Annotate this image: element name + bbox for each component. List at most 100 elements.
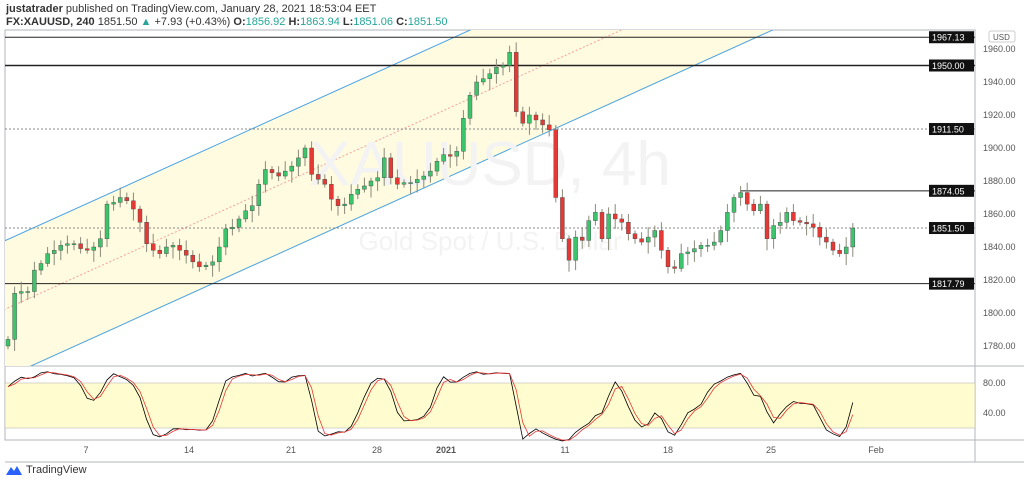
candle-body (811, 223, 816, 228)
candle (302, 144, 308, 167)
candle-body (5, 339, 11, 347)
candle-body (223, 228, 229, 248)
candle-body (646, 236, 651, 243)
candle (150, 233, 156, 257)
candle (349, 184, 354, 211)
candle-body (243, 210, 248, 220)
candle-body (698, 245, 704, 249)
candle-body (837, 250, 842, 254)
time-tick-label: 28 (372, 445, 382, 455)
candle (652, 225, 657, 247)
publisher-name[interactable]: justatrader (6, 3, 63, 15)
candle (170, 242, 176, 259)
candle (388, 152, 393, 185)
candle-body (395, 177, 400, 185)
candle-body (12, 293, 17, 340)
candle-body (355, 189, 360, 195)
candle-body (144, 222, 149, 244)
candle-body (692, 248, 697, 253)
tradingview-logo[interactable]: TradingView (6, 464, 87, 476)
candle-body (718, 230, 723, 243)
candle (745, 182, 750, 211)
time-tick-label: 2021 (436, 445, 456, 455)
candle-body (91, 246, 97, 251)
price-tick-label: 1940.00 (983, 77, 1016, 87)
stochastic-band (4, 382, 976, 429)
candle-body (844, 246, 849, 254)
candle-body (342, 203, 347, 206)
candle (296, 149, 301, 177)
symbol-label[interactable]: FX:XAUUSD, 240 (6, 16, 95, 28)
candle (659, 222, 664, 259)
candle-body (52, 250, 57, 254)
candle (467, 91, 473, 125)
candle (58, 240, 63, 261)
candle (124, 192, 130, 205)
candle (98, 230, 103, 257)
candle (144, 215, 149, 252)
price-label: 1967.13 (932, 33, 965, 43)
candle (230, 218, 235, 236)
candle (771, 218, 776, 249)
candle (778, 212, 783, 234)
candle-body (560, 197, 565, 239)
candle (731, 194, 737, 223)
candle-body (830, 241, 836, 251)
candle (837, 243, 842, 257)
candle (131, 192, 136, 221)
time-tick-label: 14 (184, 445, 194, 455)
candle-body (685, 251, 690, 254)
candle-body (507, 52, 512, 66)
candle-body (415, 179, 420, 183)
candle-body (137, 208, 143, 223)
candle-body (203, 264, 209, 267)
candle (223, 223, 229, 256)
candle-body (230, 226, 235, 230)
candle (725, 204, 730, 243)
open-label: O: (233, 16, 246, 28)
high-value: 1863.94 (300, 16, 340, 28)
watermark-symbol: XAUUSD, 4h (309, 130, 671, 199)
candle-body (58, 245, 63, 251)
candle-body (619, 218, 624, 223)
candle-body (124, 197, 130, 201)
brand-name: TradingView (26, 464, 87, 476)
candle-body (316, 174, 321, 180)
candle (487, 68, 492, 91)
price-tick-label: 1920.00 (983, 110, 1016, 120)
candle (593, 204, 598, 226)
candle (824, 228, 829, 249)
time-tick-label: 18 (663, 445, 673, 455)
candle-body (78, 243, 83, 249)
candle (606, 207, 611, 251)
candle-body (104, 203, 110, 239)
candle-body (791, 212, 796, 221)
channel-lower-line (29, 30, 774, 366)
candle-body (441, 154, 446, 162)
candle-body (586, 220, 591, 241)
price-tick-label: 1860.00 (983, 209, 1016, 219)
price-tick-label: 1780.00 (983, 341, 1016, 351)
candle-body (540, 119, 545, 126)
candle-body (494, 66, 499, 74)
low-label: L: (342, 16, 354, 28)
candle (738, 185, 743, 206)
candle-body (362, 185, 367, 190)
candle (256, 179, 261, 216)
candle (672, 260, 677, 274)
candle-body (263, 169, 268, 185)
candle-body (71, 243, 77, 245)
candle (368, 177, 374, 198)
candle-body (190, 255, 196, 263)
candle (362, 177, 367, 193)
candle-body (738, 192, 743, 198)
candle (342, 197, 347, 214)
candle-body (428, 170, 433, 177)
low-value: 1851.06 (353, 16, 394, 28)
candle (784, 207, 789, 229)
candle-body (467, 94, 473, 119)
price-tick-label: 1880.00 (983, 176, 1016, 186)
candle (197, 253, 202, 272)
candle (45, 247, 50, 267)
